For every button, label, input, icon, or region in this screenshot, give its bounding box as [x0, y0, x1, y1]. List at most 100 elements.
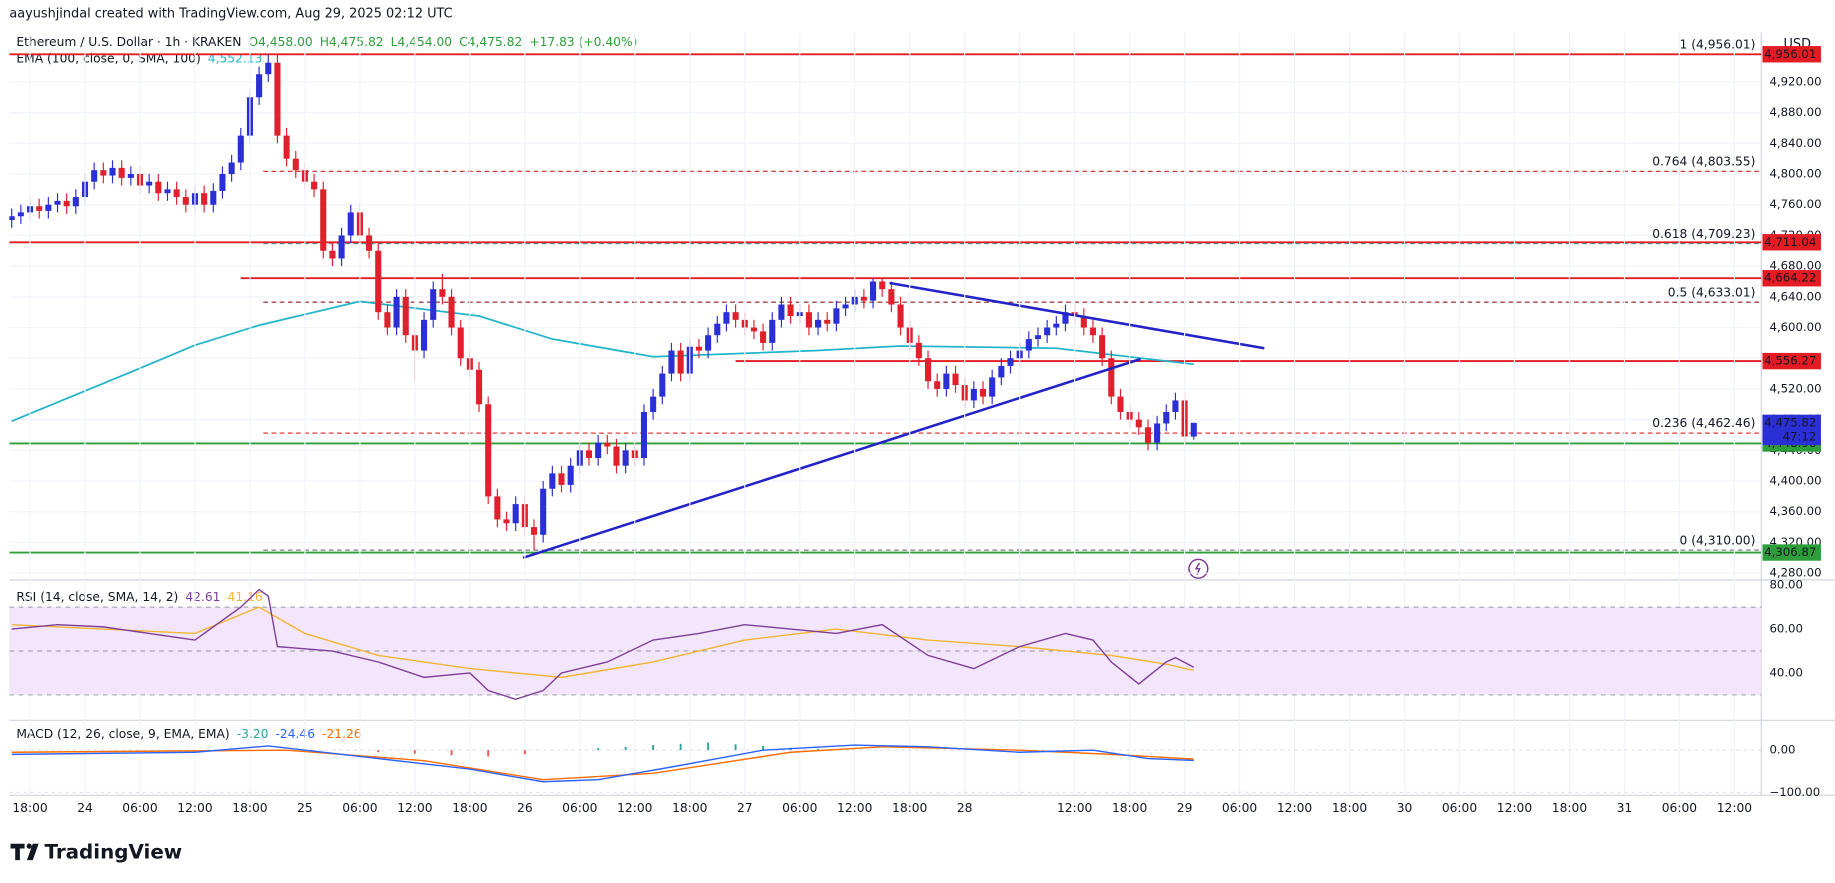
macd-histogram-bar	[597, 748, 600, 751]
candle-body	[970, 388, 977, 401]
x-tick-label: 27	[737, 801, 753, 815]
candle-body	[677, 350, 684, 374]
ohlc-low: L4,454.00	[391, 35, 452, 49]
candle-body	[998, 365, 1005, 378]
x-tick-label: 31	[1617, 801, 1633, 815]
x-tick-label: 25	[297, 801, 313, 815]
x-tick-label: 12:00	[1497, 801, 1532, 815]
candle-body	[164, 189, 171, 194]
candle-body	[595, 442, 602, 459]
macd-signal-legend-value: -21.26	[322, 726, 362, 740]
countdown-label: 47:12	[1783, 429, 1817, 443]
level-label-box	[1762, 270, 1821, 287]
candle-body	[1108, 358, 1115, 397]
candle-body	[311, 181, 318, 190]
level-label: 4,664.22	[1764, 271, 1816, 285]
candle-body	[182, 197, 189, 205]
x-tick-label: 29	[1177, 801, 1193, 815]
rsi-tick-label: 80.00	[1769, 578, 1802, 592]
x-tick-label: 06:00	[562, 801, 597, 815]
candle-body	[723, 312, 730, 324]
candle-body	[1190, 422, 1197, 437]
candle-body	[1007, 358, 1014, 366]
brand: TradingView	[44, 841, 182, 864]
candle-body	[805, 312, 812, 328]
macd-tick-label: −100.00	[1769, 785, 1820, 799]
candle-body	[274, 62, 281, 136]
candle-body	[1163, 411, 1170, 424]
ema-legend-value: 4,552.13	[208, 51, 263, 65]
level-label-box	[1762, 234, 1821, 251]
candle-body	[613, 446, 620, 466]
ema-line	[11, 300, 1194, 422]
ohlc-change: +17.83 (+0.40%)	[529, 35, 637, 49]
candle-body	[421, 319, 428, 351]
candle-body	[979, 388, 987, 397]
ema-legend: EMA (100, close, 0, SMA, 100) 4,552.13	[16, 51, 262, 65]
macd-legend: MACD (12, 26, close, 9, EMA, EMA) -3.20 -2…	[16, 726, 361, 740]
main-pane	[9, 53, 1762, 574]
x-tick-label: 18:00	[1112, 801, 1147, 815]
candle-body	[540, 488, 547, 535]
candle-body	[622, 450, 629, 466]
logo-mark	[26, 843, 39, 861]
rsi-tick-label: 40.00	[1769, 665, 1802, 679]
candle-body	[732, 312, 739, 320]
candle-body	[283, 135, 290, 159]
candle-body	[1080, 316, 1087, 328]
y-tick-label: 4,640.00	[1769, 289, 1821, 303]
candle-body	[769, 319, 776, 343]
x-tick-label: 18:00	[1332, 801, 1367, 815]
icon-bolt	[1194, 562, 1201, 575]
fib-label: 0.236 (4,462.46)	[1652, 416, 1755, 430]
y-tick-label: 4,400.00	[1769, 474, 1821, 488]
x-tick-label: 12:00	[837, 801, 872, 815]
candle-body	[650, 396, 657, 412]
candle-body	[54, 200, 61, 205]
x-tick-label: 24	[77, 801, 93, 815]
candle-body	[1172, 400, 1179, 412]
macd-line	[11, 744, 1194, 783]
candle-body	[1053, 323, 1060, 328]
x-tick-label: 12:00	[1717, 801, 1752, 815]
logo-mark	[10, 843, 25, 861]
current-price-box	[1762, 414, 1821, 446]
candle-body	[640, 411, 648, 459]
candle-body	[9, 216, 15, 221]
icon-circle	[1188, 558, 1209, 579]
candle-body	[567, 465, 574, 485]
candle-body	[292, 158, 299, 171]
candle-body	[604, 442, 611, 447]
candle-body	[347, 212, 354, 236]
candle-body	[503, 519, 510, 524]
x-tick-label: 18:00	[12, 801, 47, 815]
x-tick-label: 06:00	[782, 801, 817, 815]
candle-body	[888, 289, 895, 305]
y-tick-label: 4,360.00	[1769, 504, 1821, 518]
level-label: 4,956.01	[1764, 47, 1816, 61]
rsi-line	[11, 588, 1195, 701]
candle-body	[558, 473, 565, 485]
x-tick-label: 12:00	[177, 801, 212, 815]
candle-body	[256, 74, 263, 98]
y-tick-label: 4,280.00	[1769, 566, 1821, 580]
x-tick-label: 12:00	[397, 801, 432, 815]
ohlc-close: C4,475.82	[459, 35, 522, 49]
candle-body	[366, 235, 373, 251]
x-tick-label: 30	[1397, 801, 1413, 815]
candle-body	[824, 319, 831, 324]
x-tick-label: 06:00	[1222, 801, 1257, 815]
macd-histogram-bar	[413, 750, 416, 754]
candle-body	[815, 319, 822, 328]
candle-body	[485, 404, 492, 497]
candle-body	[512, 504, 519, 524]
macd-histogram-bar	[487, 750, 490, 757]
candle-body	[475, 369, 483, 405]
candle-body	[842, 304, 849, 309]
x-tick-label: 18:00	[672, 801, 707, 815]
x-tick-label: 12:00	[617, 801, 652, 815]
y-tick-label: 4,600.00	[1769, 320, 1821, 334]
x-tick-label: 28	[957, 801, 973, 815]
macd-tick-label: 0.00	[1769, 743, 1795, 757]
